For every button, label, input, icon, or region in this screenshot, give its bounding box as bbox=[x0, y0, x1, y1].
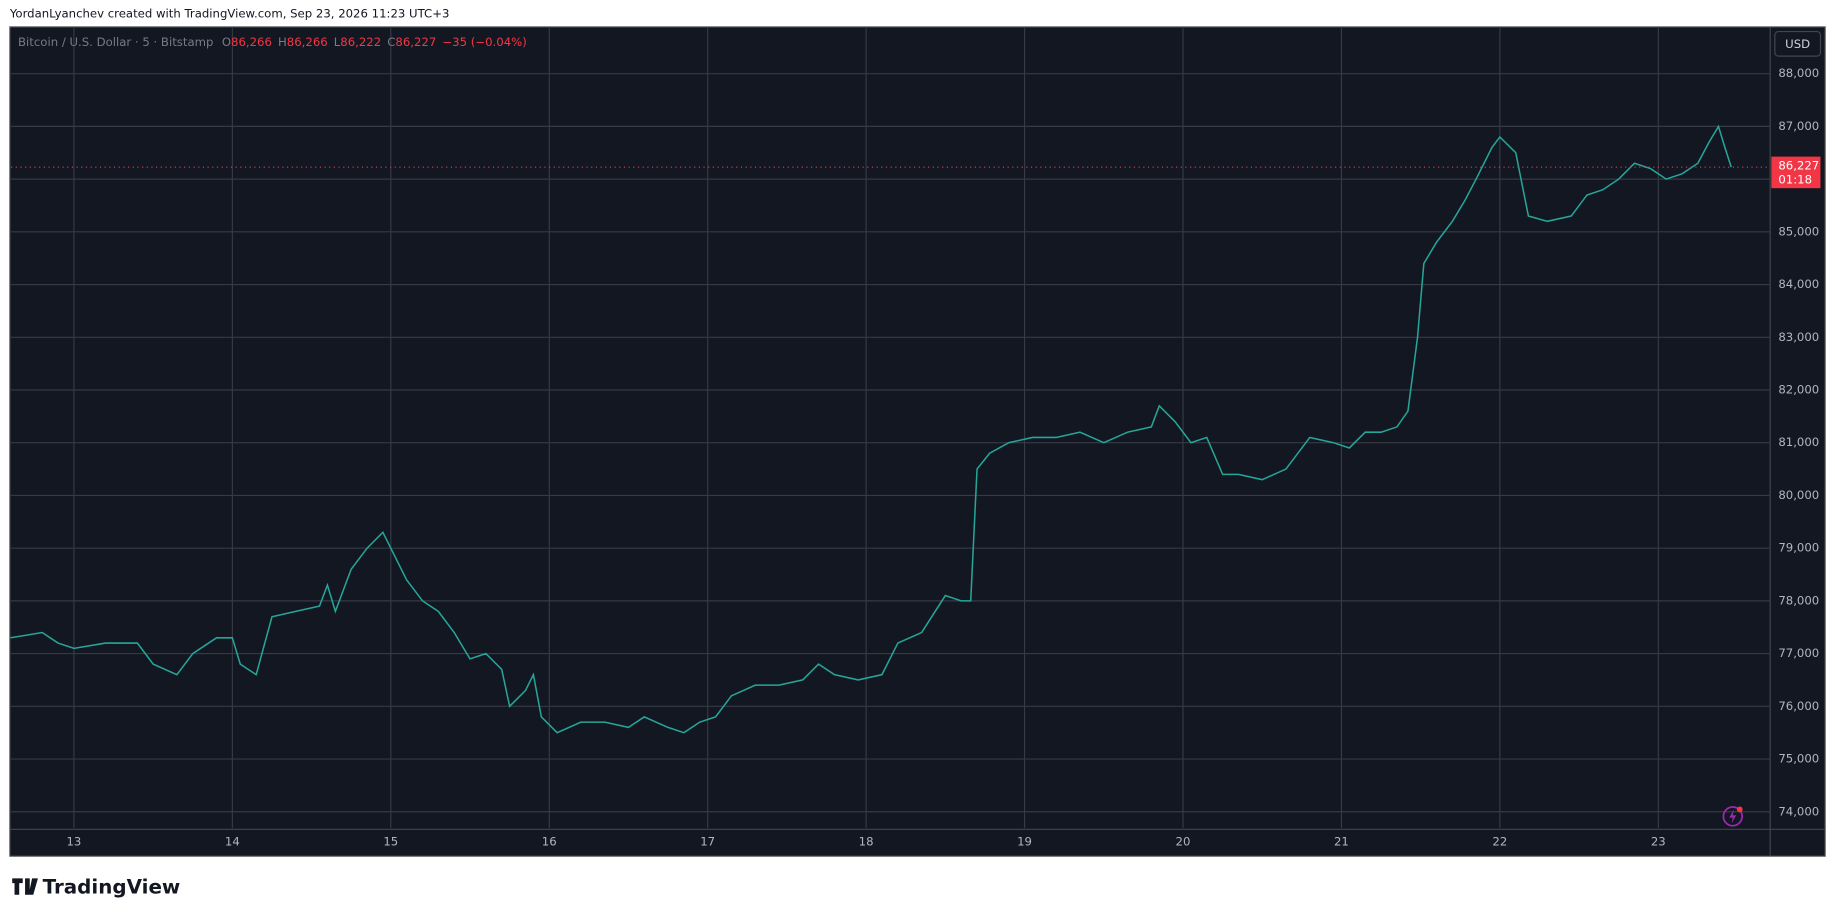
y-tick-label: 79,000 bbox=[1778, 541, 1819, 555]
price-line bbox=[10, 124, 1732, 734]
countdown: 01:18 bbox=[1778, 173, 1812, 187]
y-tick-label: 85,000 bbox=[1778, 224, 1819, 238]
x-tick-label: 16 bbox=[542, 835, 557, 849]
low-label: L bbox=[334, 35, 341, 49]
close-label: C bbox=[387, 35, 395, 49]
y-tick-label: 88,000 bbox=[1778, 66, 1819, 80]
alert-icon[interactable] bbox=[1722, 806, 1743, 827]
currency-button[interactable] bbox=[1774, 30, 1822, 57]
logo-icon bbox=[12, 878, 38, 895]
chart-frame bbox=[9, 26, 1826, 857]
open-label: O bbox=[222, 35, 231, 49]
high: 86,266 bbox=[287, 35, 328, 49]
x-tick-label: 20 bbox=[1176, 835, 1191, 849]
last-price-label: 86,227 bbox=[1778, 158, 1819, 172]
x-tick-label: 17 bbox=[700, 835, 715, 849]
y-tick-label: 78,000 bbox=[1778, 593, 1819, 607]
change: −35 (−0.04%) bbox=[442, 35, 526, 49]
x-tick-label: 23 bbox=[1651, 835, 1666, 849]
y-tick-label: 76,000 bbox=[1778, 699, 1819, 713]
y-tick-label: 84,000 bbox=[1778, 277, 1819, 291]
x-tick-label: 14 bbox=[225, 835, 240, 849]
y-tick-label: 83,000 bbox=[1778, 330, 1819, 344]
y-tick-label: 80,000 bbox=[1778, 488, 1819, 502]
y-tick-label: 81,000 bbox=[1778, 435, 1819, 449]
brand: TradingView bbox=[43, 875, 181, 898]
currency[interactable]: USD bbox=[1785, 37, 1810, 51]
x-tick-label: 18 bbox=[859, 835, 874, 849]
credit: YordanLyanchev created with TradingView.… bbox=[9, 7, 450, 21]
y-tick-label: 75,000 bbox=[1778, 752, 1819, 766]
alert-bolt bbox=[1729, 809, 1737, 824]
y-tick-label: 87,000 bbox=[1778, 119, 1819, 133]
x-tick-label: 19 bbox=[1017, 835, 1032, 849]
alert-dot bbox=[1736, 806, 1743, 813]
x-tick-label: 15 bbox=[383, 835, 398, 849]
x-tick-label: 22 bbox=[1492, 835, 1507, 849]
symbol: Bitcoin / U.S. Dollar · 5 · Bitstamp bbox=[18, 35, 213, 49]
plot bbox=[10, 28, 1771, 829]
low: 86,222 bbox=[340, 35, 381, 49]
y-tick-label: 74,000 bbox=[1778, 804, 1819, 818]
high-label: H bbox=[278, 35, 287, 49]
x-tick-label: 21 bbox=[1334, 835, 1349, 849]
last-price-box bbox=[1771, 156, 1821, 189]
y-tick-label: 82,000 bbox=[1778, 382, 1819, 396]
x-tick-label: 13 bbox=[66, 835, 81, 849]
close: 86,227 bbox=[395, 35, 436, 49]
y-tick-label: 77,000 bbox=[1778, 646, 1819, 660]
open: 86,266 bbox=[231, 35, 272, 49]
legend: Bitcoin / U.S. Dollar · 5 · Bitstamp O86… bbox=[18, 35, 527, 49]
